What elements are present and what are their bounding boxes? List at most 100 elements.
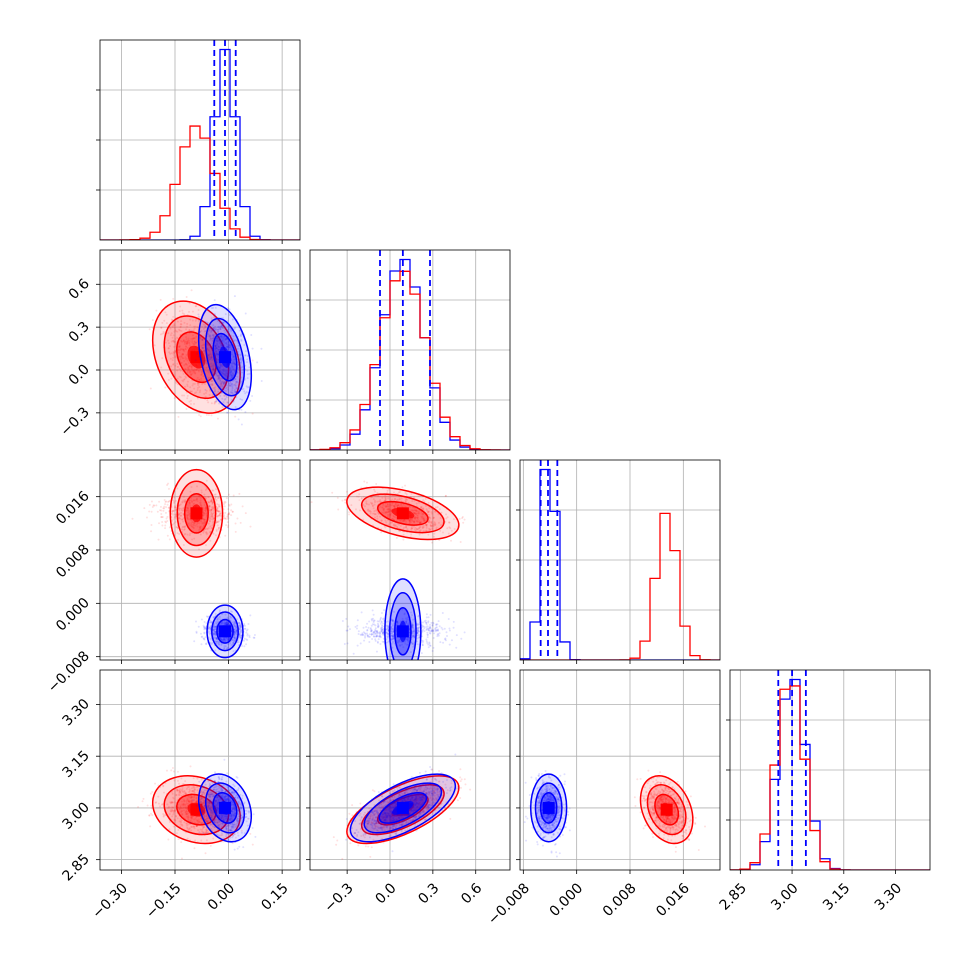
scatter-point xyxy=(220,639,223,642)
scatter-point xyxy=(160,509,163,512)
scatter-point xyxy=(411,623,414,626)
scatter-point xyxy=(382,640,385,643)
scatter-point xyxy=(217,348,220,351)
scatter-point xyxy=(221,339,224,342)
scatter-point xyxy=(226,518,229,521)
scatter-point xyxy=(224,621,227,624)
scatter-point xyxy=(395,536,398,539)
scatter-point xyxy=(181,809,184,812)
scatter-point xyxy=(434,630,437,633)
scatter-point xyxy=(223,325,226,328)
scatter-point xyxy=(197,548,200,551)
scatter-point xyxy=(212,395,215,398)
scatter-point xyxy=(219,514,222,517)
scatter-point xyxy=(203,518,206,521)
scatter-point xyxy=(239,334,242,337)
scatter-point xyxy=(188,365,191,368)
scatter-point xyxy=(232,360,235,363)
scatter-point xyxy=(186,385,189,388)
scatter-point xyxy=(404,484,407,487)
panel-content xyxy=(100,40,300,240)
scatter-point xyxy=(220,622,223,625)
scatter-point xyxy=(420,515,423,518)
scatter-point xyxy=(182,513,185,516)
scatter-point xyxy=(176,779,179,782)
scatter-point xyxy=(211,383,214,386)
scatter-point xyxy=(193,847,196,850)
scatter-point xyxy=(226,521,229,524)
scatter-point xyxy=(427,510,430,513)
scatter-point xyxy=(209,376,212,379)
scatter-point xyxy=(411,626,414,629)
scatter-point xyxy=(233,362,236,365)
scatter-point xyxy=(427,621,430,624)
scatter-point xyxy=(386,503,389,506)
scatter-point xyxy=(390,627,393,630)
scatter-point xyxy=(227,340,230,343)
scatter-point xyxy=(185,813,188,816)
scatter-point xyxy=(391,521,394,524)
y-tick-label: 0.0 xyxy=(66,362,93,389)
scatter-point xyxy=(225,623,228,626)
scatter-point xyxy=(378,631,381,634)
scatter-point xyxy=(208,356,211,359)
scatter-point xyxy=(214,634,217,637)
scatter-point xyxy=(234,622,237,625)
scatter-point xyxy=(173,349,176,352)
scatter-point xyxy=(448,521,451,524)
scatter-point xyxy=(240,333,243,336)
scatter-point xyxy=(215,347,218,350)
scatter-point xyxy=(233,630,236,633)
scatter-point xyxy=(217,352,220,355)
scatter-point xyxy=(385,511,388,514)
scatter-point xyxy=(379,619,382,622)
scatter-point xyxy=(460,637,463,640)
scatter-point xyxy=(423,519,426,522)
scatter-point xyxy=(173,351,176,354)
scatter-point xyxy=(226,829,229,832)
scatter-point xyxy=(416,622,419,625)
scatter-point xyxy=(246,639,249,642)
scatter-point xyxy=(148,503,151,506)
scatter-point xyxy=(411,509,414,512)
scatter-point xyxy=(164,527,167,530)
scatter-point xyxy=(215,818,218,821)
scatter-point xyxy=(237,353,240,356)
scatter-point xyxy=(240,829,243,832)
scatter-point xyxy=(203,801,206,804)
scatter-point xyxy=(180,807,183,810)
scatter-point xyxy=(380,626,383,629)
scatter-point xyxy=(223,341,226,344)
scatter-point xyxy=(179,325,182,328)
scatter-point xyxy=(200,344,203,347)
scatter-point xyxy=(216,337,219,340)
scatter-point xyxy=(203,326,206,329)
scatter-point xyxy=(185,328,188,331)
scatter-point xyxy=(185,353,188,356)
scatter-point xyxy=(376,625,379,628)
contour-line-0 xyxy=(169,468,224,558)
scatter-point xyxy=(207,522,210,525)
scatter-point xyxy=(208,353,211,356)
scatter-point xyxy=(215,637,218,640)
panel-1-0: −0.30.00.30.6 xyxy=(57,249,301,454)
scatter-point xyxy=(176,770,179,773)
scatter-point xyxy=(208,343,211,346)
scatter-point xyxy=(256,361,259,364)
scatter-point xyxy=(412,630,415,633)
scatter-point xyxy=(203,627,206,630)
scatter-point xyxy=(422,518,425,521)
scatter-point xyxy=(442,641,445,644)
scatter-point xyxy=(427,511,430,514)
scatter-point xyxy=(231,349,234,352)
scatter-point xyxy=(196,382,199,385)
scatter-point xyxy=(390,630,393,633)
scatter-point xyxy=(184,810,187,813)
scatter-point xyxy=(182,495,185,498)
scatter-point xyxy=(191,339,194,342)
scatter-point xyxy=(374,632,377,635)
scatter-point xyxy=(178,517,181,520)
scatter-point xyxy=(180,789,183,792)
scatter-point xyxy=(208,505,211,508)
scatter-point xyxy=(222,321,225,324)
